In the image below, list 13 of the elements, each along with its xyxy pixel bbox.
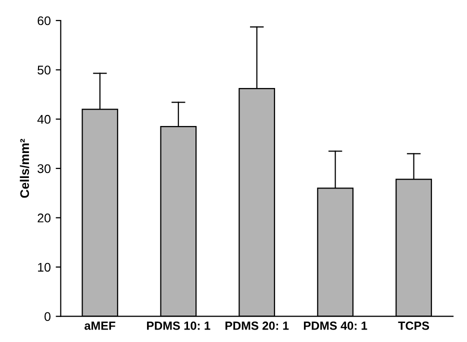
x-tick-label: aMEF xyxy=(84,322,116,330)
y-tick-label: 30 xyxy=(38,164,50,174)
x-tick-label: PDMS 40: 1 xyxy=(304,322,368,330)
y-tick-label: 50 xyxy=(38,66,50,74)
y-tick-label: 0 xyxy=(44,312,50,321)
y-tick-label: 20 xyxy=(38,214,50,222)
x-tick-label: PDMS 20: 1 xyxy=(225,322,289,330)
x-tick-label: TCPS xyxy=(398,322,430,330)
y-tick-label: 60 xyxy=(38,16,50,26)
y-tick-label: 40 xyxy=(37,114,50,124)
y-axis-title: Cells/mm² xyxy=(20,138,30,198)
y-tick-label: 10 xyxy=(38,262,50,272)
x-tick-label: PDMS 10: 1 xyxy=(147,322,210,330)
